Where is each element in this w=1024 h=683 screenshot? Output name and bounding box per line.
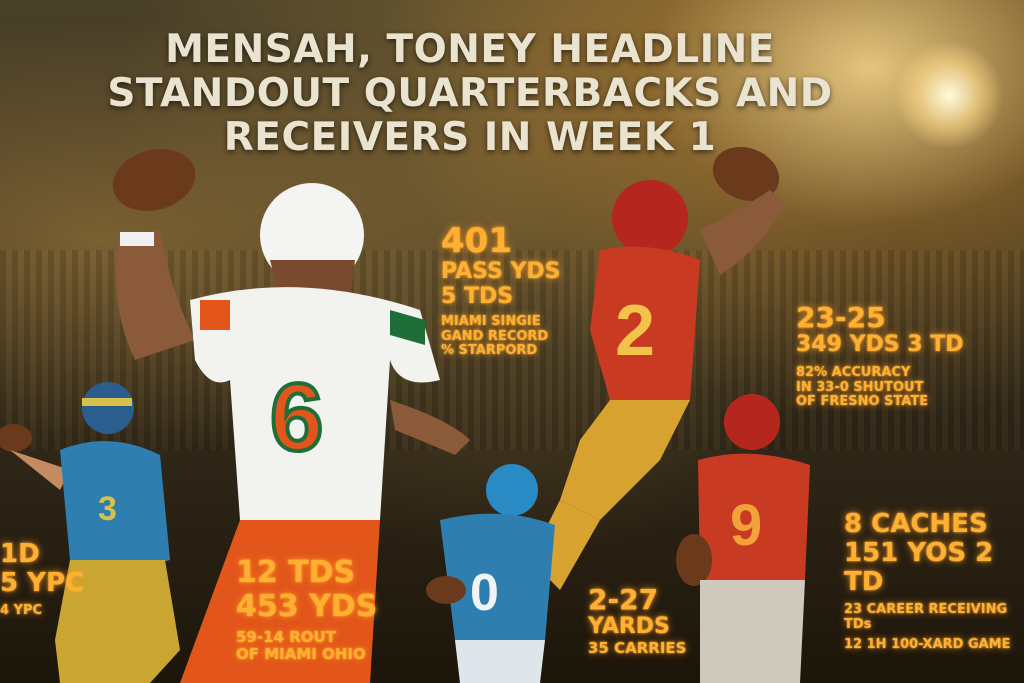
jersey-number-blue-runner: 0 — [470, 564, 499, 622]
jersey-number-blue-left: 3 — [98, 490, 117, 528]
stat-center-note-2: OF MIAMI OHIO — [236, 644, 366, 663]
stadium-light — [894, 40, 1004, 150]
stat-usc-note-3: OF FRESNO STATE — [796, 394, 929, 410]
stat-miami-note-2: GAND RECORD — [441, 328, 549, 344]
stat-block-center: 12 TDS 453 YDS 59-14 ROUT OF MIAMI OHIO — [236, 556, 377, 663]
stat-right-line-1: 8 CACHES — [844, 509, 988, 539]
stat-block-left: 1D 5 YPC 4 YPC — [0, 539, 85, 619]
jersey-number-usc: 2 — [615, 291, 655, 371]
stat-usc-note-1: 82% ACCURACY — [796, 364, 911, 380]
stat-miami-note-3: % STARPORD — [441, 343, 538, 359]
stat-miami-tds: 5 TDS — [441, 283, 514, 309]
stat-right-line-2: 151 YOS 2 TD — [844, 538, 994, 598]
stat-block-right: 8 CACHES 151 YOS 2 TD 23 CAREER RECEIVIN… — [844, 509, 1024, 653]
jersey-number-red-right: 9 — [730, 493, 762, 558]
jersey-number-miami: 6 — [270, 364, 323, 471]
stat-usc-line-1: 23-25 — [796, 301, 886, 334]
stat-miami-note-1: MIAMI SINGIE — [441, 314, 541, 330]
stat-miami-label: PASS YDS — [441, 259, 561, 285]
stat-left-line-2: 5 YPC — [0, 568, 85, 599]
stat-left-line-1: 1D — [0, 539, 40, 569]
stat-miami-yards: 401 — [441, 221, 512, 261]
player-blue-runner: 0 — [426, 464, 555, 683]
headline: MENSAH, TONEY HEADLINE STANDOUT QUARTERB… — [100, 28, 840, 160]
player-red-right: 9 — [676, 394, 810, 683]
stat-runner-line-3: 35 CARRIES — [588, 638, 687, 657]
stat-center-line-1: 12 TDS — [236, 555, 356, 590]
stat-runner-line-2: YARDS — [588, 614, 670, 640]
stat-right-note-3: 12 1H 100-XARD GAME — [844, 637, 1011, 653]
player-blue-left: 3 — [0, 382, 180, 683]
stat-block-runner: 2-27 YARDS 35 CARRIES — [588, 584, 686, 657]
headline-line-1: MENSAH, TONEY HEADLINE — [165, 27, 775, 72]
stat-block-usc: 23-25 349 YDS 3 TD 82% ACCURACY IN 33-0 … — [796, 302, 964, 410]
stat-center-line-2: 453 YDS — [236, 588, 378, 624]
stat-right-note-1: 23 CAREER RECEIVING — [844, 602, 1008, 618]
stat-right-note-2: TDs — [844, 616, 872, 632]
stat-center-note-1: 59-14 ROUT — [236, 628, 336, 647]
stat-left-line-3: 4 YPC — [0, 603, 43, 619]
headline-line-3: RECEIVERS IN WEEK 1 — [223, 115, 717, 160]
stat-usc-line-2: 349 YDS 3 TD — [796, 332, 964, 358]
stat-block-miami: 401 PASS YDS 5 TDS MIAMI SINGIE GAND REC… — [441, 222, 561, 359]
headline-line-2: STANDOUT QUARTERBACKS AND — [107, 71, 833, 116]
player-usc: 2 — [530, 146, 785, 590]
stat-runner-line-1: 2-27 — [588, 583, 659, 616]
player-miami: 6 — [112, 149, 470, 683]
stat-usc-note-2: IN 33-0 SHUTOUT — [796, 379, 924, 395]
